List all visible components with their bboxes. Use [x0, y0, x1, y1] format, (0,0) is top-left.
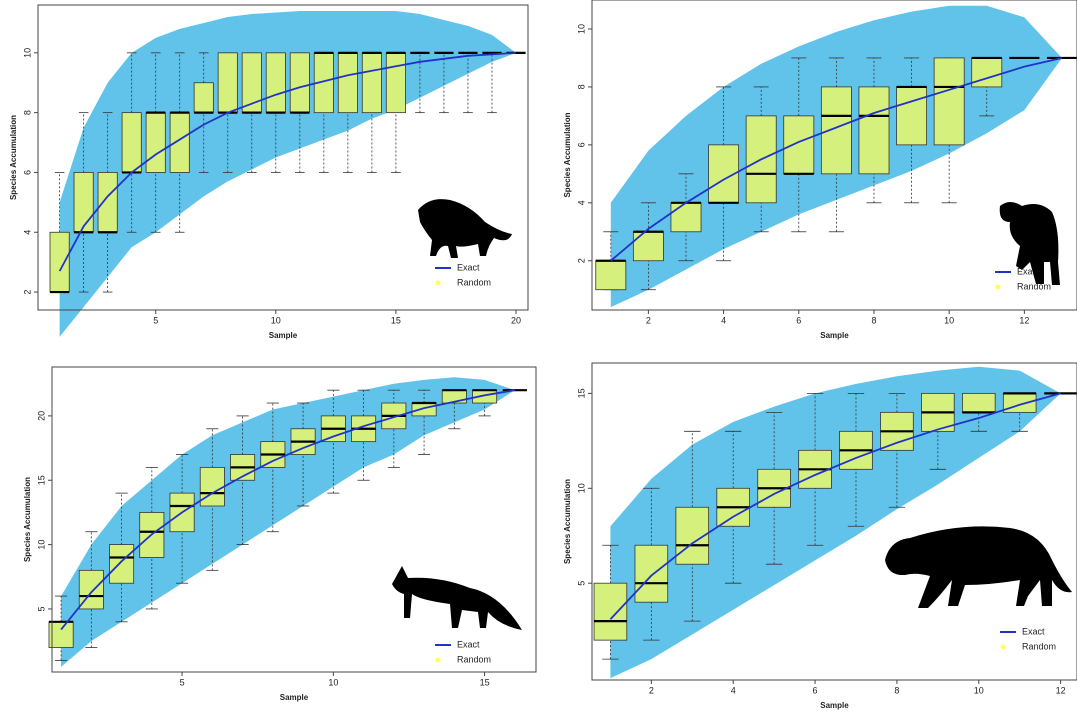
y-tick-label: 10: [36, 540, 46, 550]
box: [386, 53, 405, 113]
legend-label: Exact: [457, 262, 480, 272]
box: [594, 583, 627, 640]
box: [49, 622, 73, 648]
silhouette-animal-1: [418, 199, 512, 258]
legend-label: Random: [1022, 641, 1056, 651]
y-axis-label: Species Accumulation: [23, 477, 32, 562]
box: [194, 83, 213, 113]
box: [50, 232, 69, 292]
x-axis-label: Sample: [820, 331, 849, 340]
box: [98, 172, 117, 232]
plots: 5 10 15 20 2 4 6 8 10 Sample Species Accumulation E…: [9, 0, 1077, 710]
y-tick-label: 6: [22, 170, 32, 175]
y-tick-label: 4: [576, 200, 586, 205]
x-tick-label: 12: [1019, 315, 1029, 325]
legend-label: Random: [1017, 281, 1051, 291]
x-tick-label: 10: [974, 685, 984, 695]
silhouette-animal-3: [392, 566, 522, 630]
y-axis-label: Species Accumulation: [563, 479, 572, 564]
x-tick-label: 10: [944, 315, 954, 325]
box: [122, 113, 141, 173]
box: [218, 53, 237, 113]
box: [74, 172, 93, 232]
x-tick-label: 6: [813, 685, 818, 695]
x-axis-label: Sample: [820, 701, 849, 710]
y-tick-label: 10: [22, 48, 32, 58]
confidence-band: [61, 377, 515, 667]
x-tick-label: 6: [796, 315, 801, 325]
y-tick-label: 15: [576, 388, 586, 398]
x-tick-label: 4: [731, 685, 736, 695]
y-tick-label: 5: [36, 606, 46, 611]
y-tick-label: 2: [22, 290, 32, 295]
x-axis-label: Sample: [269, 331, 298, 340]
x-tick-label: 20: [511, 315, 521, 325]
y-tick-label: 15: [36, 475, 46, 485]
box: [962, 393, 995, 412]
box: [784, 116, 814, 174]
y-tick-label: 6: [576, 142, 586, 147]
box: [146, 113, 165, 173]
box: [934, 58, 964, 145]
box: [633, 232, 663, 261]
x-tick-label: 2: [649, 685, 654, 695]
x-tick-label: 4: [721, 315, 726, 325]
x-tick-label: 8: [894, 685, 899, 695]
x-tick-label: 10: [328, 677, 338, 687]
y-axis-label: Species Accumulation: [9, 115, 18, 200]
legend-dot: [996, 285, 1001, 290]
y-tick-label: 10: [576, 483, 586, 493]
x-tick-label: 2: [646, 315, 651, 325]
box: [412, 403, 436, 416]
legend-label: Exact: [1022, 626, 1045, 636]
legend-label: Exact: [457, 639, 480, 649]
x-tick-label: 8: [871, 315, 876, 325]
legend-dot: [436, 658, 441, 663]
box: [338, 53, 357, 113]
silhouette-animal-4: [885, 526, 1072, 608]
box: [170, 113, 189, 173]
x-tick-label: 12: [1056, 685, 1066, 695]
box: [290, 53, 309, 113]
y-tick-label: 10: [576, 24, 586, 34]
y-tick-label: 4: [22, 230, 32, 235]
box: [821, 87, 851, 174]
y-tick-label: 8: [576, 84, 586, 89]
box: [200, 467, 224, 506]
box: [596, 261, 626, 290]
box: [635, 545, 668, 602]
x-tick-label: 15: [480, 677, 490, 687]
box: [362, 53, 381, 113]
x-tick-label: 5: [153, 315, 158, 325]
box: [1003, 393, 1036, 412]
y-tick-label: 2: [576, 258, 586, 263]
y-tick-label: 8: [22, 110, 32, 115]
box: [266, 53, 285, 113]
box: [109, 545, 133, 584]
legend-dot: [436, 281, 441, 286]
confidence-band: [60, 11, 516, 337]
box: [972, 58, 1002, 87]
box: [897, 87, 927, 145]
x-tick-label: 5: [180, 677, 185, 687]
legend-label: Random: [457, 654, 491, 664]
box: [671, 203, 701, 232]
y-axis-label: Species Accumulation: [563, 112, 572, 197]
figure: 5 10 15 20 2 4 6 8 10 Sample Species Accumulation E…: [0, 0, 1077, 711]
legend-dot: [1001, 645, 1006, 650]
x-axis-label: Sample: [280, 693, 309, 702]
x-tick-label: 15: [391, 315, 401, 325]
x-tick-label: 10: [271, 315, 281, 325]
y-tick-label: 5: [576, 581, 586, 586]
legend-label: Random: [457, 277, 491, 287]
y-tick-label: 20: [36, 411, 46, 421]
box: [859, 87, 889, 174]
